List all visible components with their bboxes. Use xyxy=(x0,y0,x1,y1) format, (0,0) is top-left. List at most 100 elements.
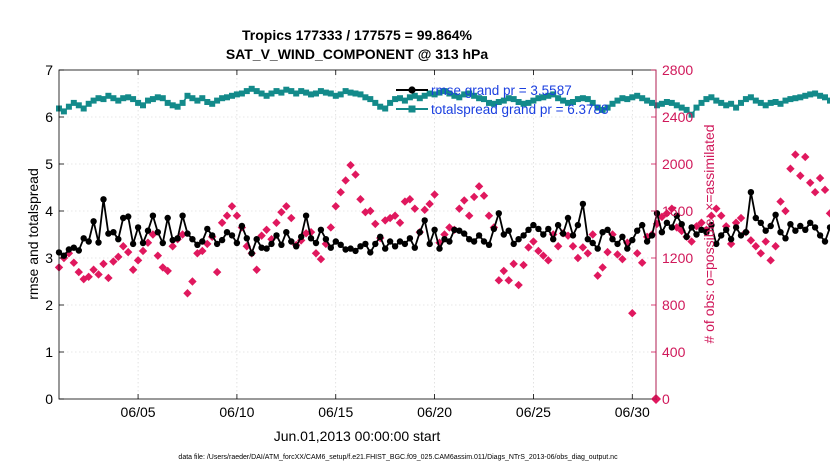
totalspread-point xyxy=(530,97,537,104)
obs-point xyxy=(756,249,765,258)
rmse-point xyxy=(653,210,661,217)
obs-point xyxy=(751,242,761,251)
totalspread-point xyxy=(782,97,789,104)
totalspread-point xyxy=(199,95,206,102)
obs-point xyxy=(346,160,355,170)
totalspread-point xyxy=(713,97,720,104)
totalspread-point xyxy=(456,94,463,101)
obs-point xyxy=(341,176,350,185)
totalspread-point xyxy=(149,96,156,103)
rmse-point xyxy=(372,240,379,248)
totalspread-point xyxy=(145,97,151,104)
totalspread-point xyxy=(431,91,438,98)
rmse-point xyxy=(727,236,735,243)
rmse-point xyxy=(327,244,334,251)
totalspread-point xyxy=(293,90,300,97)
totalspread-point xyxy=(520,100,527,107)
obs-point xyxy=(84,272,93,281)
totalspread-point xyxy=(584,96,591,103)
obs-point xyxy=(736,213,746,223)
rmse-point xyxy=(406,235,414,242)
rmse-point xyxy=(278,241,285,248)
legend: rmse grand pr = 3.5587 totalspread grand… xyxy=(396,83,609,117)
obs-point xyxy=(287,213,296,223)
rmse-point xyxy=(174,235,181,242)
totalspread-point xyxy=(634,92,641,99)
obs-point xyxy=(104,273,113,283)
totalspread-point xyxy=(515,99,522,105)
obs-point xyxy=(539,251,548,260)
rmse-point xyxy=(451,226,458,233)
rmse-point xyxy=(307,235,315,242)
x-tick-label: 06/15 xyxy=(318,404,353,420)
obs-point xyxy=(114,252,123,262)
totalspread-point xyxy=(510,96,517,103)
rmse-point xyxy=(619,233,626,240)
totalspread-point xyxy=(802,92,809,99)
obs-point xyxy=(168,242,177,251)
rmse-point xyxy=(782,235,789,242)
obs-point xyxy=(613,250,622,259)
rmse-point xyxy=(139,239,147,247)
chart-title-line2: SAT_V_WIND_COMPONENT @ 313 hPa xyxy=(226,46,489,62)
obs-point xyxy=(440,230,449,239)
rmse-point xyxy=(120,214,127,222)
footer-data-file: data file: /Users/raeder/DAI/ATM_forcXX/… xyxy=(178,454,618,461)
obs-point xyxy=(188,277,197,286)
totalspread-point xyxy=(649,99,655,106)
rmse-point xyxy=(708,221,715,229)
obs-point xyxy=(553,242,563,251)
grid xyxy=(59,70,656,399)
rmse-point xyxy=(594,245,601,252)
rmse-point xyxy=(401,240,409,248)
totalspread-point xyxy=(184,92,191,99)
x-tick-label: 06/10 xyxy=(219,404,254,420)
obs-point xyxy=(717,211,726,220)
obs-point xyxy=(425,199,434,209)
rmse-point xyxy=(105,230,112,237)
totalspread-point xyxy=(787,96,794,103)
rmse-point xyxy=(228,232,236,239)
totalspread-point xyxy=(214,97,221,104)
rmse-point xyxy=(194,241,201,248)
rmse-point xyxy=(668,224,675,231)
rmse-point xyxy=(584,236,591,243)
obs-point xyxy=(272,218,281,227)
obs-point xyxy=(603,247,612,257)
obs-point xyxy=(731,218,741,227)
obs-point xyxy=(390,211,400,220)
rmse-point xyxy=(209,232,216,239)
rmse-point xyxy=(426,240,433,248)
rmse-point xyxy=(60,252,68,259)
obs-point xyxy=(499,266,508,276)
rmse-point xyxy=(816,232,824,239)
totalspread-point xyxy=(560,97,567,104)
totalspread-point xyxy=(421,92,428,99)
totalspread-point xyxy=(283,86,290,93)
totalspread-point xyxy=(258,90,265,97)
totalspread-point xyxy=(233,91,240,98)
rmse-point xyxy=(362,240,369,248)
totalspread-point xyxy=(268,90,275,97)
obs-point xyxy=(519,260,528,270)
totalspread-point xyxy=(644,97,651,104)
rmse-point xyxy=(75,247,83,254)
totalspread-point xyxy=(525,99,532,106)
totalspread-point xyxy=(752,97,759,104)
rmse-point xyxy=(678,221,685,228)
totalspread-point xyxy=(317,88,324,95)
totalspread-point xyxy=(273,88,280,95)
rmse-point xyxy=(377,233,384,240)
obs-point xyxy=(712,204,721,213)
rmse-point xyxy=(525,226,532,233)
totalspread-point xyxy=(159,95,166,102)
rmse-point xyxy=(337,241,344,248)
obs-point xyxy=(573,253,583,263)
rmse-point xyxy=(253,236,260,243)
totalspread-point xyxy=(668,99,675,106)
rmse-point xyxy=(80,235,87,242)
obs-point xyxy=(726,239,736,249)
totalspread-point xyxy=(135,99,142,106)
rmse-point xyxy=(767,222,774,230)
obs-point xyxy=(128,265,138,274)
